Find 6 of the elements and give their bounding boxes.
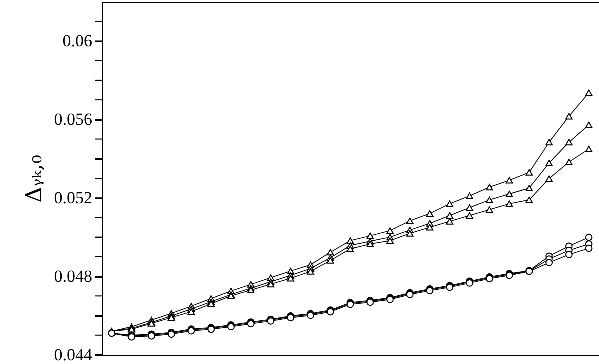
y-tick-label: 0.056 (54, 110, 92, 130)
y-tick-label: 0.044 (54, 346, 93, 364)
y-tick-label: 0.06 (62, 32, 92, 51)
y-tick-label: 0.052 (54, 188, 92, 208)
y-tick-label: 0.048 (54, 267, 92, 286)
y-axis-title: Δᵧₖ,₀ (22, 154, 48, 204)
